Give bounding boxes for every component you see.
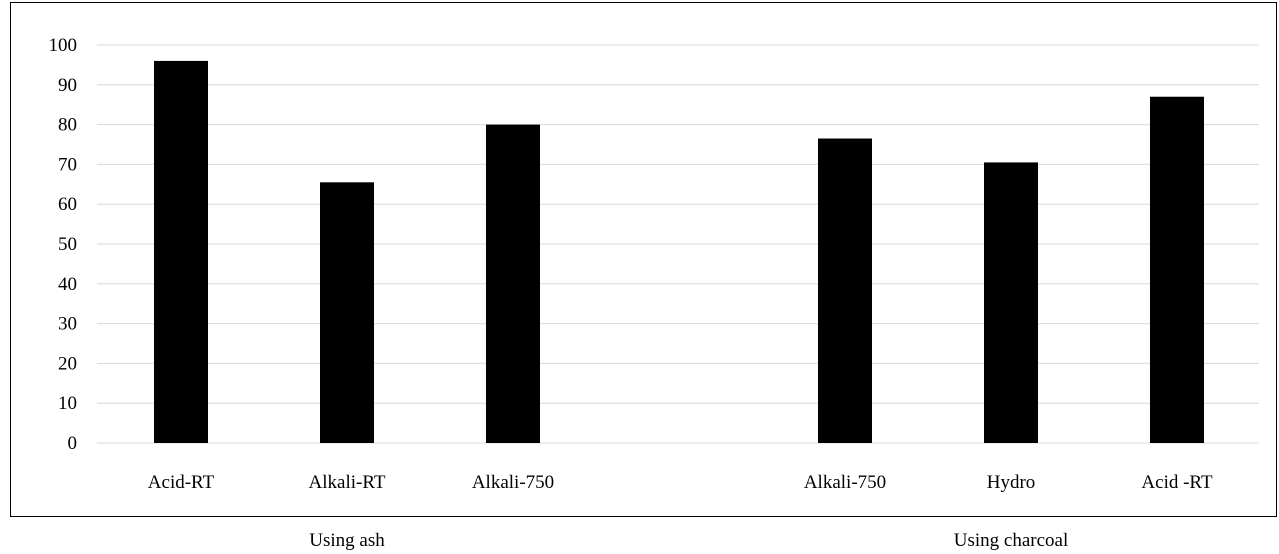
y-tick-label: 40 — [58, 274, 77, 295]
x-tick-label: Alkali-RT — [309, 472, 386, 493]
y-tick-label: 100 — [49, 35, 78, 56]
y-tick-label: 10 — [58, 393, 77, 414]
bars — [154, 60, 1204, 444]
y-axis-ticks: 0 10 20 30 40 50 60 70 80 90 100 — [49, 35, 78, 454]
group-label-using-ash: Using ash — [309, 530, 385, 551]
bar — [1150, 96, 1204, 444]
y-tick-label: 0 — [68, 433, 78, 454]
bar — [984, 162, 1038, 443]
y-tick-label: 70 — [58, 154, 77, 175]
chart-frame — [10, 2, 1277, 517]
bar — [818, 138, 872, 443]
x-tick-label: Alkali-750 — [472, 472, 554, 493]
y-tick-label: 50 — [58, 234, 77, 255]
y-tick-label: 60 — [58, 194, 77, 215]
x-tick-label: Acid-RT — [148, 472, 215, 493]
bar — [320, 182, 374, 443]
y-tick-label: 20 — [58, 353, 77, 374]
x-tick-label: Acid -RT — [1141, 472, 1213, 493]
y-tick-label: 90 — [58, 75, 77, 96]
x-tick-label: Hydro — [987, 472, 1036, 493]
gridlines — [97, 44, 1259, 444]
y-tick-label: 30 — [58, 314, 77, 335]
group-label-using-charcoal: Using charcoal — [953, 530, 1069, 551]
x-axis-ticks: Acid-RT Alkali-RT Alkali-750 Alkali-750 Hydr… — [148, 472, 1213, 493]
y-tick-label: 80 — [58, 115, 77, 136]
bar — [486, 124, 540, 443]
bar — [154, 60, 208, 444]
x-tick-label: Alkali-750 — [804, 472, 886, 493]
